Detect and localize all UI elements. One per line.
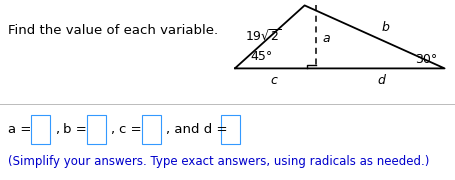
Text: ,: , <box>110 123 114 136</box>
Text: $19\sqrt{2}$: $19\sqrt{2}$ <box>244 28 282 44</box>
Text: ,: , <box>55 123 59 136</box>
Text: , and d =: , and d = <box>166 123 227 136</box>
Text: d: d <box>376 74 384 87</box>
Text: c: c <box>269 74 277 87</box>
Bar <box>31 115 50 144</box>
Text: b =: b = <box>63 123 86 136</box>
Text: a =: a = <box>8 123 31 136</box>
Text: c =: c = <box>118 123 141 136</box>
Text: 45°: 45° <box>249 50 272 63</box>
Text: 30°: 30° <box>415 53 437 66</box>
Bar <box>86 115 106 144</box>
Bar <box>220 115 239 144</box>
Text: Find the value of each variable.: Find the value of each variable. <box>8 24 218 37</box>
Text: b: b <box>380 21 389 34</box>
Text: a: a <box>322 32 329 45</box>
Bar <box>142 115 161 144</box>
Text: (Simplify your answers. Type exact answers, using radicals as needed.): (Simplify your answers. Type exact answe… <box>8 156 429 168</box>
